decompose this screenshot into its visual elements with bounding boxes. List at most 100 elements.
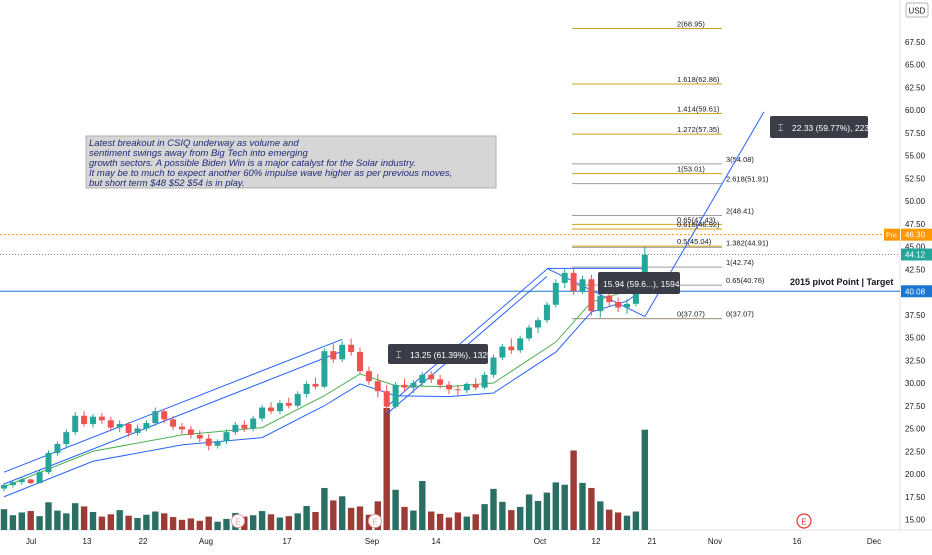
candle-body[interactable]: [428, 374, 435, 380]
candle-body[interactable]: [383, 391, 390, 407]
candle-body[interactable]: [392, 384, 399, 407]
candle-body[interactable]: [499, 346, 506, 358]
earnings-event-marker[interactable]: E: [231, 514, 245, 528]
measure-box-1[interactable]: ⌶ 13.25 (61.39%), 1325: [388, 344, 492, 364]
candle-body[interactable]: [179, 426, 185, 430]
candle-body[interactable]: [535, 320, 541, 328]
candle-body[interactable]: [18, 479, 25, 483]
candle-body[interactable]: [348, 344, 355, 353]
candle-body[interactable]: [1, 484, 7, 489]
candle-body[interactable]: [365, 371, 372, 382]
candle-body[interactable]: [241, 424, 248, 429]
measure-icon: ⌶: [396, 350, 401, 360]
candle-body[interactable]: [508, 346, 515, 351]
candle-body[interactable]: [232, 424, 239, 433]
candle-body[interactable]: [463, 383, 470, 391]
candle-body[interactable]: [490, 357, 497, 375]
candle-body[interactable]: [268, 407, 274, 412]
candle-body[interactable]: [72, 415, 79, 433]
volume-bar: [161, 513, 168, 530]
candle-body[interactable]: [214, 441, 221, 446]
candle-body[interactable]: [446, 384, 452, 390]
candle-body[interactable]: [45, 453, 52, 473]
candle-body[interactable]: [472, 383, 479, 388]
volume-bar: [18, 512, 25, 530]
candle-body[interactable]: [543, 304, 550, 321]
candle-body[interactable]: [170, 419, 177, 427]
price-tick-label: 55.00: [905, 152, 926, 161]
volume-bar: [472, 514, 479, 530]
candle-body[interactable]: [312, 383, 319, 387]
candle-body[interactable]: [276, 403, 283, 412]
candle-body[interactable]: [196, 434, 203, 439]
price-tick-label: 50.00: [905, 197, 926, 206]
price-tick-label: 15.00: [905, 516, 926, 525]
candle-body[interactable]: [401, 384, 408, 388]
measure-box-3[interactable]: ⌶ 22.33 (59.77%), 2233: [770, 116, 874, 138]
candle-body[interactable]: [98, 416, 105, 421]
candle-body[interactable]: [597, 295, 604, 312]
candle-body[interactable]: [517, 338, 524, 351]
earnings-event-marker[interactable]: E: [368, 514, 382, 528]
candle-body[interactable]: [606, 295, 613, 303]
candle-body[interactable]: [90, 416, 96, 424]
candle-body[interactable]: [374, 381, 381, 392]
candle-body[interactable]: [481, 374, 488, 388]
annotation-note[interactable]: Latest breakout in CSIQ underway as volu…: [85, 135, 497, 189]
candle-body[interactable]: [161, 411, 168, 420]
candle-body[interactable]: [143, 423, 150, 429]
candle-body[interactable]: [632, 287, 639, 304]
candle-body[interactable]: [330, 351, 337, 360]
candle-body[interactable]: [81, 415, 88, 424]
candle-body[interactable]: [205, 438, 212, 446]
measure-box-2[interactable]: 15.94 (59.6...), 1594: [598, 272, 680, 294]
earnings-event-marker[interactable]: E: [796, 513, 812, 529]
fib-level-label: 1.382(44.91): [726, 238, 769, 247]
candle-body[interactable]: [357, 352, 363, 372]
candle-body[interactable]: [125, 423, 132, 434]
candle-body[interactable]: [526, 327, 533, 339]
candle-body[interactable]: [419, 374, 426, 383]
currency-badge[interactable]: USD: [905, 2, 929, 18]
candle-body[interactable]: [339, 344, 346, 360]
candle-body[interactable]: [116, 423, 123, 428]
time-tick-label: 21: [648, 537, 657, 546]
candle-body[interactable]: [552, 282, 559, 305]
candle-body[interactable]: [641, 254, 648, 288]
candle-body[interactable]: [615, 302, 622, 308]
candle-body[interactable]: [152, 411, 159, 424]
candle-body[interactable]: [410, 383, 417, 388]
candle-body[interactable]: [134, 428, 141, 434]
candle-body[interactable]: [321, 351, 328, 387]
candle-body[interactable]: [454, 389, 461, 391]
candle-body[interactable]: [259, 407, 266, 419]
volume-bar: [570, 450, 577, 530]
candle-body[interactable]: [250, 418, 257, 429]
candle-body[interactable]: [187, 429, 194, 435]
candle-body[interactable]: [437, 379, 444, 385]
candle-body[interactable]: [36, 472, 43, 484]
measure-label-2: 15.94 (59.6...), 1594: [603, 279, 680, 289]
time-tick-label: Sep: [365, 537, 380, 546]
volume-bar: [80, 506, 88, 530]
candle-body[interactable]: [54, 443, 61, 454]
volume-bar: [152, 511, 159, 530]
candle-body[interactable]: [570, 272, 577, 292]
volume-bar: [36, 516, 43, 530]
candle-body[interactable]: [303, 383, 310, 394]
annotation-line-1: Latest breakout in CSIQ underway as volu…: [89, 138, 299, 149]
candle-body[interactable]: [223, 432, 230, 442]
candle-body[interactable]: [107, 420, 114, 428]
candle-body[interactable]: [27, 479, 34, 484]
candle-body[interactable]: [624, 303, 630, 308]
candle-body[interactable]: [561, 272, 568, 283]
candle-body[interactable]: [294, 393, 301, 406]
candle-body[interactable]: [285, 403, 292, 406]
candle-body[interactable]: [588, 279, 595, 312]
candle-body[interactable]: [63, 432, 70, 444]
candle-body[interactable]: [579, 279, 586, 292]
volume-bar: [356, 506, 364, 530]
candle-body[interactable]: [9, 482, 16, 485]
